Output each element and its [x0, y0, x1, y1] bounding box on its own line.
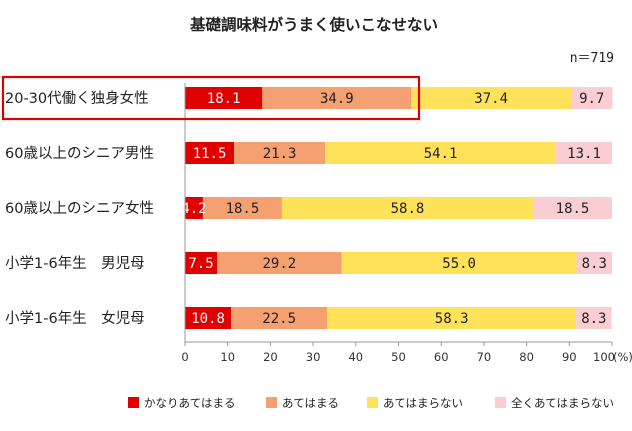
x-tick-label: 40: [348, 350, 363, 364]
data-label: 58.3: [435, 311, 469, 327]
bar-segment: [185, 307, 232, 329]
category-label: 60歳以上のシニア女性: [5, 199, 154, 217]
data-label: 10.8: [191, 311, 225, 327]
x-tick-label: 90: [562, 350, 577, 364]
x-axis-unit: (%): [613, 350, 632, 364]
legend-swatch: [266, 397, 277, 408]
data-label: 58.8: [391, 201, 425, 217]
data-label: 29.2: [263, 256, 297, 272]
bar-segment: [576, 307, 612, 329]
data-label: 7.5: [188, 256, 213, 272]
legend-label: あてはまらない: [383, 396, 463, 410]
x-tick-label: 70: [477, 350, 492, 364]
bar-segment: [533, 197, 612, 219]
legend-label: かなりあてはまる: [144, 396, 236, 410]
x-axis: 0 10 20 30 40 50 60 70 80 90 100(%): [181, 83, 632, 364]
data-label: 8.3: [581, 311, 606, 327]
data-label: 18.5: [556, 201, 590, 217]
x-tick-label: 0: [181, 350, 188, 364]
data-label: 9.7: [579, 91, 604, 107]
x-tick-label: 20: [263, 350, 278, 364]
bar-segment: [185, 142, 235, 164]
bar-segment: [185, 252, 218, 274]
bar-segment: [185, 87, 263, 109]
data-label: 4.2: [181, 201, 206, 217]
highlight-frame: [1, 75, 421, 121]
data-label: 34.9: [320, 91, 354, 107]
bar-segment: [217, 252, 342, 274]
x-tick-label: 80: [519, 350, 534, 364]
value-labels: 18.1 34.9 37.4 9.7 11.5 21.3 54.1 13.1 4.2 18.5 58…: [181, 91, 607, 327]
bar-segment: [327, 307, 577, 329]
bar-segment: [202, 197, 282, 219]
data-label: 18.1: [207, 91, 241, 107]
x-tick-label: 30: [306, 350, 321, 364]
category-label: 小学1-6年生 男児母: [5, 255, 145, 272]
data-label: 13.1: [567, 146, 601, 162]
x-tick-label: 50: [391, 350, 406, 364]
data-label: 37.4: [474, 91, 508, 107]
bars: [185, 87, 613, 329]
legend: かなりあてはまる あてはまる あてはまらない 全くあてはまらない: [128, 396, 614, 410]
data-label: 18.5: [226, 201, 260, 217]
legend-swatch: [495, 397, 506, 408]
data-label: 54.1: [424, 146, 458, 162]
legend-swatch: [367, 397, 378, 408]
legend-label: 全くあてはまらない: [511, 396, 614, 410]
category-label: 20-30代働く独身女性: [5, 89, 149, 107]
bar-segment: [281, 197, 534, 219]
bar-segment: [556, 142, 612, 164]
x-tick-label: 10: [220, 350, 235, 364]
data-label: 8.3: [582, 256, 607, 272]
bar-segment: [234, 142, 326, 164]
data-label: 55.0: [442, 256, 476, 272]
bar-segment: [571, 87, 613, 109]
bar-segment: [576, 252, 612, 274]
data-label: 11.5: [193, 146, 227, 162]
bar-segment: [185, 197, 203, 219]
highlight-box: [1, 75, 421, 121]
bar-segment: [325, 142, 557, 164]
data-label: 21.3: [263, 146, 297, 162]
legend-label: あてはまる: [282, 396, 339, 410]
legend-swatch: [128, 397, 139, 408]
bar-segment: [341, 252, 577, 274]
category-label: 60歳以上のシニア男性: [5, 145, 154, 162]
category-label: 小学1-6年生 女児母: [5, 309, 145, 327]
bar-segment: [231, 307, 328, 329]
sample-size-label: n＝719: [570, 51, 614, 66]
x-tick-label: 100: [593, 350, 615, 364]
x-tick-label: 60: [434, 350, 449, 364]
bar-segment: [411, 87, 572, 109]
category-labels: 20-30代働く独身女性 60歳以上のシニア男性 60歳以上のシニア女性小学1-6年…: [5, 89, 154, 327]
bar-segment: [262, 87, 412, 109]
data-label: 22.5: [262, 311, 296, 327]
chart-title: 基礎調味料がうまく使いこなせない: [189, 15, 438, 34]
